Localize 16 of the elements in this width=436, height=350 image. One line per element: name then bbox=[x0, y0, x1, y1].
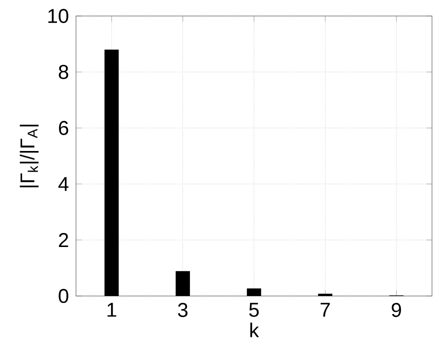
x-tick-label: 1 bbox=[108, 302, 116, 317]
bar bbox=[246, 288, 262, 296]
x-tick-label: 9 bbox=[392, 302, 401, 318]
y-tick-label: 0 bbox=[58, 288, 68, 304]
x-tick-label: 5 bbox=[249, 302, 259, 317]
y-tick-label: 8 bbox=[58, 64, 68, 80]
y-tick-label: 10 bbox=[48, 8, 68, 24]
x-tick-label: 7 bbox=[320, 302, 330, 317]
y-tick-label: 6 bbox=[58, 120, 68, 136]
bar bbox=[176, 271, 190, 296]
bar bbox=[104, 50, 119, 296]
y-tick-label: 2 bbox=[58, 233, 68, 247]
y-tick-label: 4 bbox=[58, 177, 68, 191]
x-axis-title: k bbox=[250, 322, 260, 338]
y-axis-title: |Γ$_{k}$|/|Γ$_{A}$| bbox=[20, 124, 39, 188]
x-tick-label: 3 bbox=[178, 302, 188, 318]
